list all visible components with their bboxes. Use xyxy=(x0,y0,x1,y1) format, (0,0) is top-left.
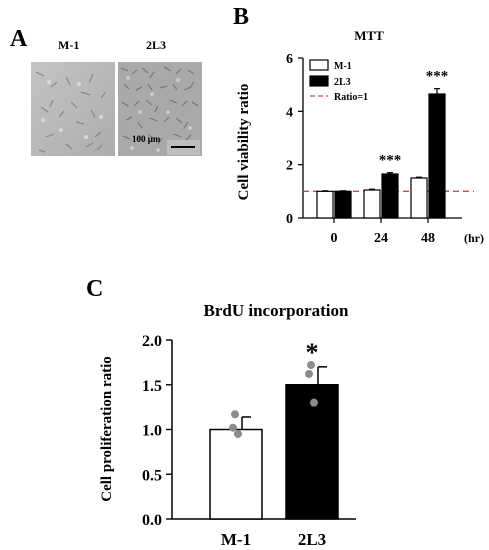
chart-c-ytick-label: 1.0 xyxy=(142,423,162,440)
legend-2l3-swatch xyxy=(309,75,329,87)
chart-b-bar-2l3 xyxy=(381,173,399,219)
chart-b-ytick-label: 6 xyxy=(286,52,293,67)
panel-c-letter: C xyxy=(86,276,104,302)
chart-c-data-point xyxy=(307,361,315,370)
chart-c-significance: * xyxy=(306,338,319,367)
chart-c-ytick-label: 0.5 xyxy=(142,467,162,484)
chart-b-ytick-label: 0 xyxy=(286,212,293,227)
chart-c-data-point xyxy=(305,370,313,379)
chart-b-ylabel: Cell viability ratio xyxy=(236,84,252,201)
scale-bar-label: 100 µm xyxy=(132,134,161,144)
scale-bar xyxy=(171,146,195,148)
chart-c-data-point xyxy=(310,398,318,407)
chart-b-ytick-label: 4 xyxy=(286,105,293,120)
micrograph-m1-texture xyxy=(31,62,115,156)
chart-b-bar-2l3 xyxy=(334,190,352,219)
chart-c-bar-m1 xyxy=(209,428,263,520)
chart-c-xtick-label: 2L3 xyxy=(298,530,326,549)
legend-ratio-label: Ratio=1 xyxy=(334,92,368,103)
chart-c-bar-2l3 xyxy=(285,384,339,520)
chart-b-xtick-label: 48 xyxy=(421,231,435,246)
chart-c-data-point xyxy=(229,423,237,432)
chart-b-significance: *** xyxy=(379,153,402,169)
panel-a-letter: A xyxy=(10,26,28,52)
chart-b-bar-m1 xyxy=(363,189,381,219)
chart-b-x-unit: (hr) xyxy=(464,231,484,245)
chart-b-xtick-label: 0 xyxy=(331,231,338,246)
panel-b-letter: B xyxy=(233,4,250,30)
micrograph-2l3-image: 100 µm xyxy=(118,62,202,156)
chart-b-significance: *** xyxy=(426,69,449,85)
chart-c-svg: BrdU incorporation Cell proliferation ra… xyxy=(99,301,356,549)
chart-c-ylabel: Cell proliferation ratio xyxy=(99,356,115,502)
chart-c-data-point xyxy=(234,429,242,438)
legend-2l3-label: 2L3 xyxy=(334,77,351,88)
legend-m1-swatch xyxy=(309,59,329,71)
micrograph-2l3-texture xyxy=(118,62,202,156)
micrograph-m1-label: M-1 xyxy=(58,38,80,52)
chart-c-title: BrdU incorporation xyxy=(204,301,350,320)
micrograph-m1-image xyxy=(31,62,115,156)
chart-c-ytick-label: 2.0 xyxy=(142,333,162,350)
chart-c-ytick-label: 0.0 xyxy=(142,512,162,529)
chart-b-bar-2l3 xyxy=(428,93,446,219)
chart-b-xtick-label: 24 xyxy=(374,231,388,246)
chart-b-title: MTT xyxy=(354,28,384,43)
chart-c-ytick-label: 1.5 xyxy=(142,378,162,395)
legend-m1-label: M-1 xyxy=(334,61,352,72)
chart-c-xtick-label: M-1 xyxy=(221,530,251,549)
chart-b-bar-m1 xyxy=(316,190,334,219)
chart-b-bar-m1 xyxy=(410,177,428,219)
chart-b-ytick-label: 2 xyxy=(286,159,293,174)
micrograph-2l3-label: 2L3 xyxy=(146,38,167,52)
chart-c-data-point xyxy=(231,410,239,419)
